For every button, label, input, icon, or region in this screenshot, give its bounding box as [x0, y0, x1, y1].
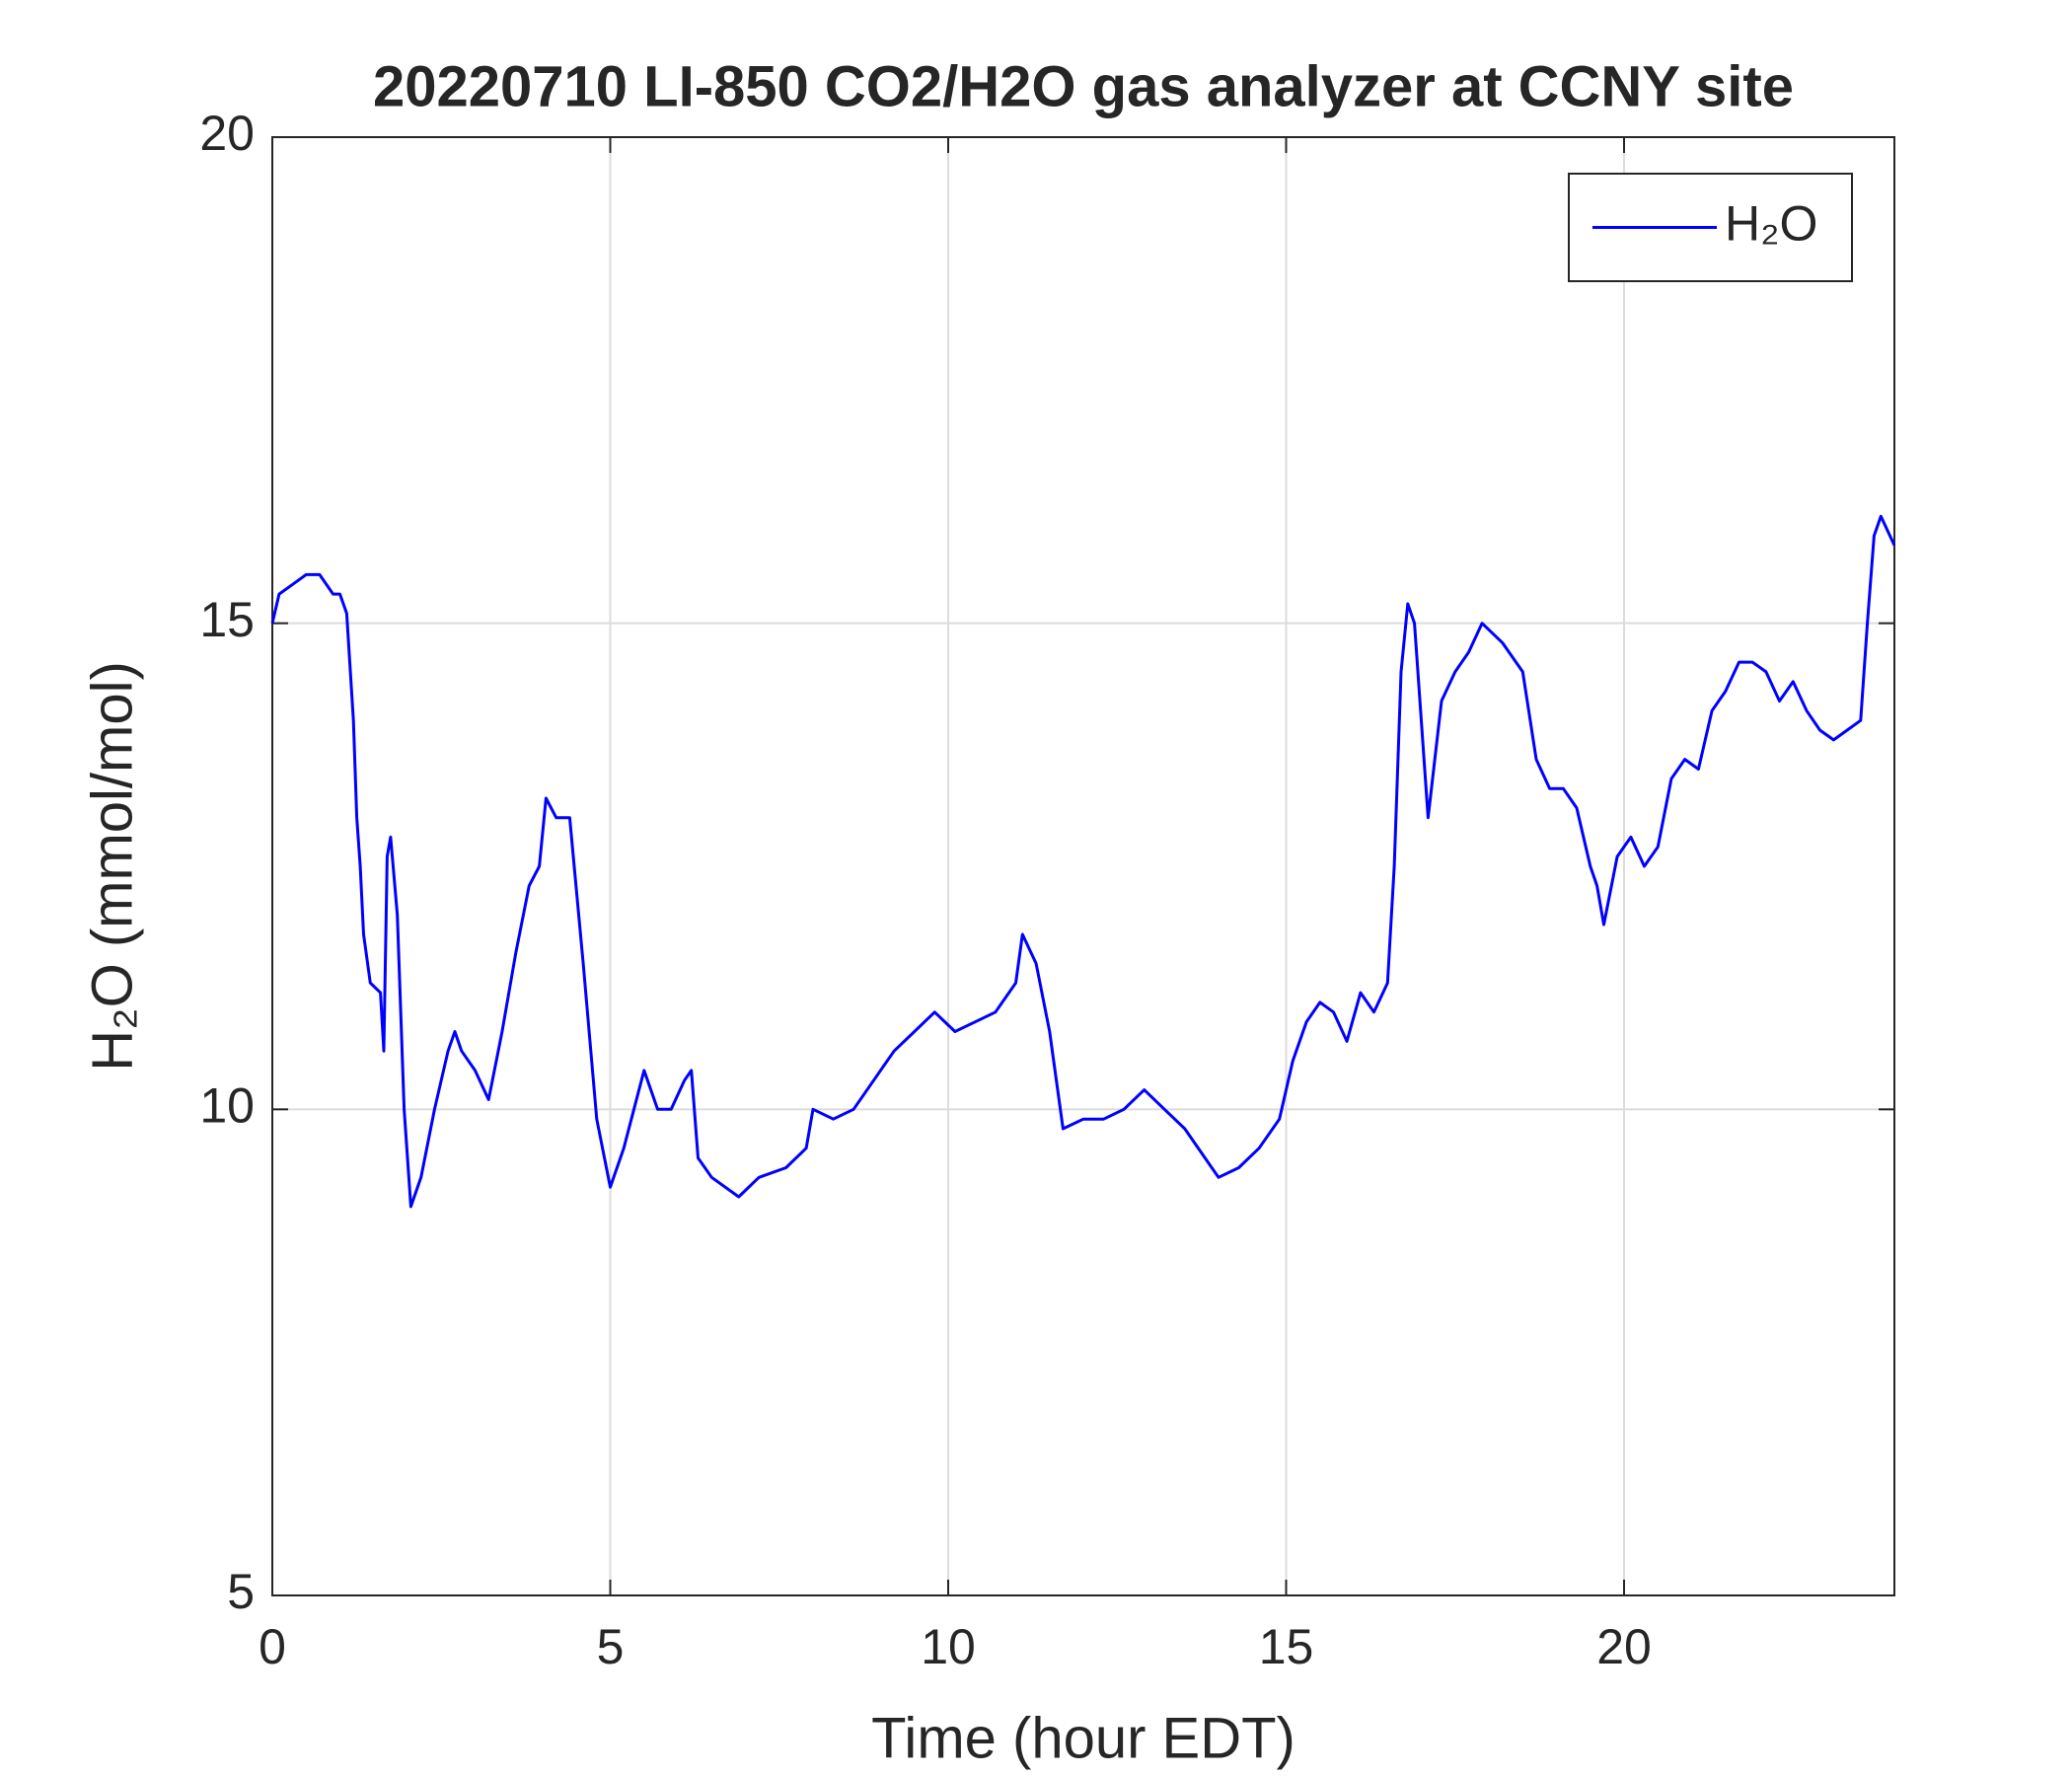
y-tick-label: 10	[199, 1078, 255, 1134]
x-tick-label: 15	[1259, 1619, 1314, 1674]
x-tick-label: 0	[259, 1619, 286, 1674]
x-tick-label: 5	[597, 1619, 625, 1674]
x-tick-label: 20	[1596, 1619, 1652, 1674]
data-line	[270, 514, 1896, 1209]
y-tick-label: 20	[199, 106, 255, 161]
y-tick-label: 15	[199, 592, 255, 647]
plot-frame	[271, 136, 1895, 1596]
x-tick-label: 10	[921, 1619, 976, 1674]
chart-title: 20220710 LI-850 CO2/H2O gas analyzer at …	[373, 54, 1794, 118]
y-axis-label: H₂O (mmol/mol)	[80, 661, 144, 1072]
y-tick-label: 5	[227, 1564, 255, 1619]
legend-label: H₂O	[1725, 196, 1817, 252]
x-axis-label: Time (hour EDT)	[871, 1706, 1295, 1770]
